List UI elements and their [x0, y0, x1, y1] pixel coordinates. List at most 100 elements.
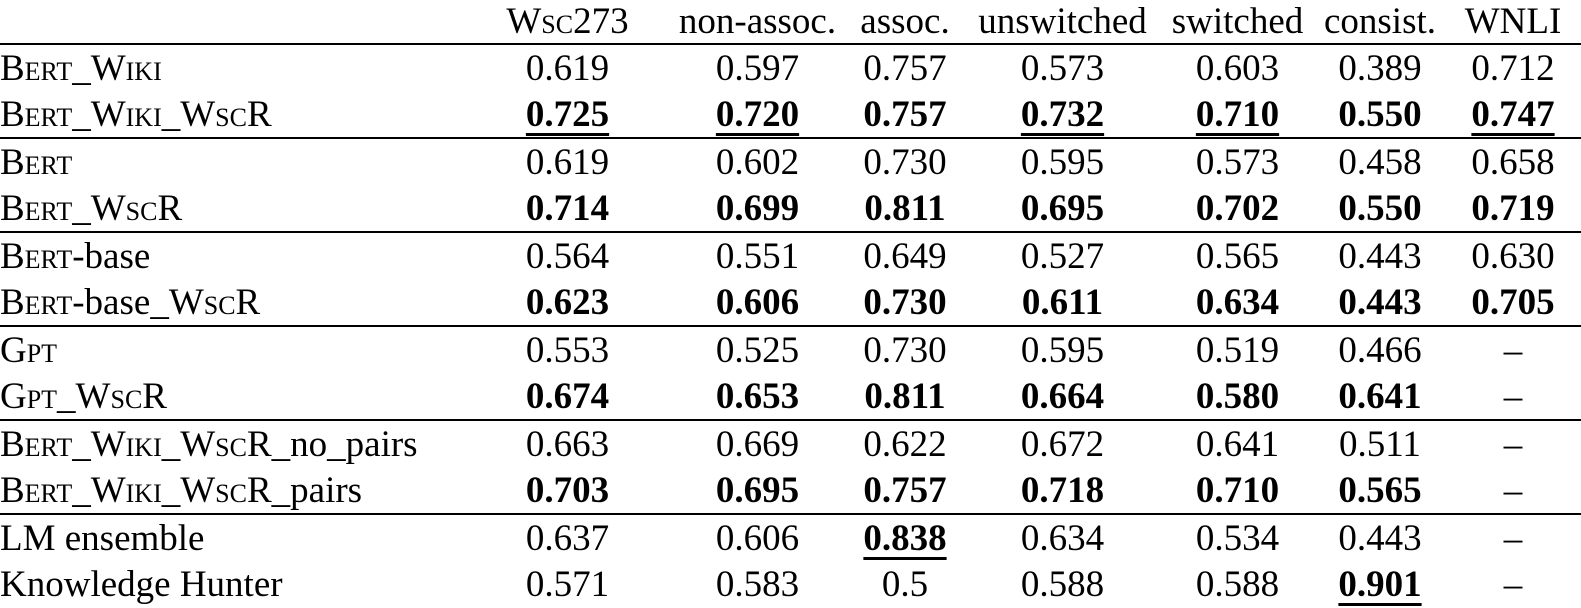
- value-cell: 0.588: [965, 561, 1160, 608]
- row-label: Bert_Wiki: [0, 43, 465, 91]
- table-row: Knowledge Hunter 0.571 0.583 0.5 0.588 0.588 0…: [0, 561, 1581, 608]
- value-cell: 0.595: [965, 137, 1160, 185]
- value-text: 0.597: [715, 47, 800, 89]
- value-cell: 0.597: [670, 43, 845, 91]
- value-cell: 0.634: [1160, 279, 1315, 326]
- value-text: 0.583: [715, 564, 800, 605]
- value-cell: 0.695: [670, 467, 845, 514]
- table-row: Bert 0.619 0.602 0.730 0.595 0.573 0.458 0.658: [0, 137, 1581, 185]
- table-row: Bert-base 0.564 0.551 0.649 0.527 0.565 0.443 0…: [0, 231, 1581, 279]
- value-text: 0.641: [1195, 423, 1280, 465]
- value-cell: 0.669: [670, 419, 845, 467]
- table-row: Bert_Wiki 0.619 0.597 0.757 0.573 0.603 0.389 0…: [0, 43, 1581, 91]
- value-cell: 0.443: [1315, 513, 1445, 561]
- value-cell: 0.641: [1315, 373, 1445, 420]
- value-cell: 0.583: [670, 561, 845, 608]
- value-cell: 0.730: [845, 279, 965, 326]
- value-text: 0.466: [1338, 329, 1422, 371]
- value-cell: 0.658: [1445, 137, 1581, 185]
- value-cell: 0.718: [965, 467, 1160, 514]
- table-row: LM ensemble 0.637 0.606 0.838 0.634 0.534 0.44…: [0, 513, 1581, 561]
- value-text: 0.606: [715, 281, 800, 323]
- value-cell: 0.443: [1315, 279, 1445, 326]
- value-cell: 0.732: [965, 91, 1160, 138]
- value-text: –: [1503, 375, 1523, 417]
- value-cell: 0.606: [670, 513, 845, 561]
- column-header-label: assoc.: [860, 1, 950, 42]
- value-cell: 0.527: [965, 231, 1160, 279]
- value-cell: 0.550: [1315, 185, 1445, 232]
- value-cell: 0.712: [1445, 43, 1581, 91]
- row-label-segment: Bert_Wiki_WscR: [0, 93, 272, 135]
- row-label: Knowledge Hunter: [0, 561, 465, 608]
- value-text: 0.732: [1020, 93, 1105, 135]
- value-cell: 0.757: [845, 91, 965, 138]
- value-text: 0.565: [1338, 469, 1422, 511]
- header-row: Wsc273 non-assoc. assoc. unswitched switched…: [0, 0, 1581, 44]
- row-label-segment: LM ensemble: [0, 517, 205, 559]
- value-text: 0.712: [1471, 47, 1555, 89]
- value-cell: 0.619: [465, 137, 670, 185]
- value-text: 0.595: [1020, 329, 1105, 371]
- value-text: 0.757: [863, 47, 947, 89]
- value-cell: 0.702: [1160, 185, 1315, 232]
- value-cell: 0.641: [1160, 419, 1315, 467]
- value-text: 0.649: [863, 235, 947, 277]
- column-header: consist.: [1315, 0, 1445, 44]
- row-label-segment: Bert: [0, 235, 73, 277]
- value-cell: 0.719: [1445, 185, 1581, 232]
- column-header: Wsc273: [465, 0, 670, 44]
- value-cell: 0.811: [845, 373, 965, 420]
- value-cell: 0.811: [845, 185, 965, 232]
- row-label-segment: Gpt: [0, 329, 58, 371]
- value-text: 0.714: [525, 187, 610, 229]
- value-cell: 0.705: [1445, 279, 1581, 326]
- value-cell: 0.747: [1445, 91, 1581, 138]
- value-text: 0.718: [1020, 469, 1105, 511]
- table-row: Gpt 0.553 0.525 0.730 0.595 0.519 0.466 –: [0, 325, 1581, 373]
- value-cell: 0.838: [845, 513, 965, 561]
- value-cell: 0.699: [670, 185, 845, 232]
- value-text: 0.527: [1020, 235, 1105, 277]
- value-cell: 0.553: [465, 325, 670, 373]
- value-text: 0.550: [1338, 93, 1422, 135]
- value-cell: 0.580: [1160, 373, 1315, 420]
- value-cell: 0.710: [1160, 467, 1315, 514]
- value-text: 0.573: [1020, 47, 1105, 89]
- table-row: Gpt_WscR 0.674 0.653 0.811 0.664 0.580 0.641 –: [0, 373, 1581, 420]
- value-cell: 0.573: [1160, 137, 1315, 185]
- row-label: Bert_Wiki_WscR_pairs: [0, 467, 465, 514]
- value-cell: 0.720: [670, 91, 845, 138]
- value-text: 0.710: [1195, 93, 1280, 135]
- row-label-segment: Bert: [0, 281, 73, 323]
- value-cell: 0.703: [465, 467, 670, 514]
- value-cell: 0.5: [845, 561, 965, 608]
- value-cell: –: [1445, 513, 1581, 561]
- value-text: 0.705: [1471, 281, 1555, 323]
- value-text: 0.602: [715, 141, 800, 183]
- row-label-segment: Bert_Wiki_WscR: [0, 469, 272, 511]
- row-label-segment: _no_pairs: [271, 423, 418, 465]
- value-text: 0.389: [1338, 47, 1422, 89]
- value-text: 0.669: [715, 423, 800, 465]
- row-label: Bert_WscR: [0, 185, 465, 232]
- value-cell: –: [1445, 325, 1581, 373]
- value-text: 0.5: [881, 564, 929, 605]
- column-header: assoc.: [845, 0, 965, 44]
- value-text: 0.564: [525, 235, 610, 277]
- column-header-label: unswitched: [978, 1, 1147, 42]
- value-cell: 0.634: [965, 513, 1160, 561]
- table-row: Bert-base_WscR 0.623 0.606 0.730 0.611 0.634 0…: [0, 279, 1581, 326]
- row-label-segment: Bert_Wiki: [0, 47, 162, 89]
- value-text: 0.695: [1020, 187, 1105, 229]
- value-text: 0.811: [864, 187, 946, 229]
- value-cell: 0.674: [465, 373, 670, 420]
- row-label-segment: Bert_WscR: [0, 187, 183, 229]
- value-cell: –: [1445, 467, 1581, 514]
- value-cell: 0.637: [465, 513, 670, 561]
- value-cell: 0.571: [465, 561, 670, 608]
- row-label-segment: _WscR: [150, 281, 261, 323]
- value-text: 0.443: [1338, 281, 1422, 323]
- value-text: 0.838: [863, 517, 947, 559]
- column-header: non-assoc.: [670, 0, 845, 44]
